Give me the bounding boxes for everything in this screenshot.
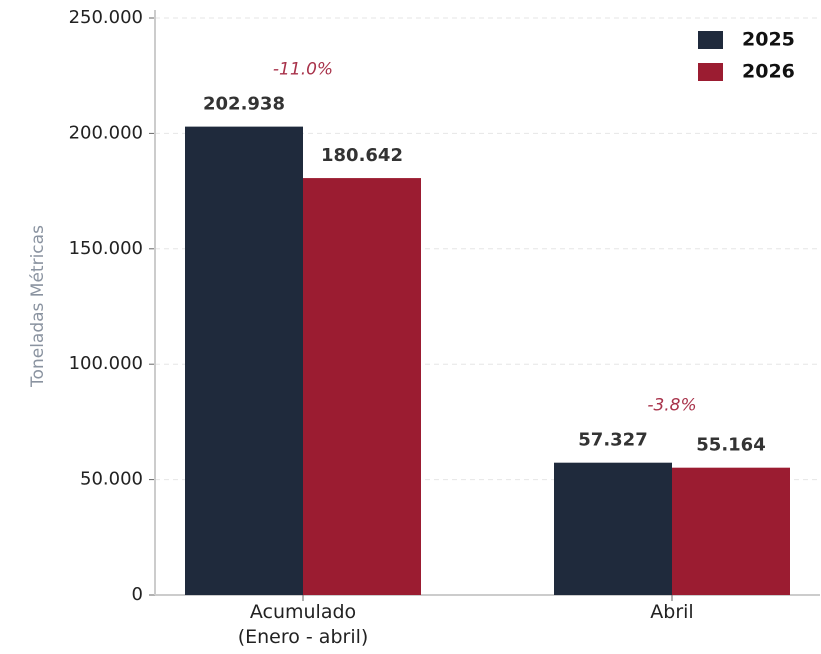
legend-swatch	[698, 31, 723, 49]
change-label: -3.8%	[647, 396, 696, 416]
bar	[554, 462, 672, 595]
y-tick-label: 0	[132, 584, 143, 605]
x-tick-label: Abril	[650, 601, 694, 623]
change-label: -11.0%	[273, 60, 333, 80]
legend-label: 2026	[742, 61, 795, 83]
y-axis-label: Toneladas Métricas	[28, 225, 48, 388]
legend-swatch	[698, 63, 723, 81]
value-label: 57.327	[578, 430, 647, 451]
y-tick-label: 250.000	[69, 7, 143, 28]
y-tick-label: 150.000	[69, 238, 143, 259]
bar	[303, 178, 421, 596]
bar	[185, 126, 303, 596]
value-label: 202.938	[203, 94, 285, 115]
legend-label: 2025	[742, 29, 795, 51]
value-label: 55.164	[696, 435, 765, 456]
x-tick-label: Acumulado (Enero - abril)	[237, 601, 369, 648]
value-label: 180.642	[321, 145, 403, 166]
bar	[672, 467, 790, 595]
y-tick-label: 200.000	[69, 122, 143, 143]
y-tick-label: 50.000	[80, 469, 143, 490]
y-tick-label: 100.000	[69, 353, 143, 374]
